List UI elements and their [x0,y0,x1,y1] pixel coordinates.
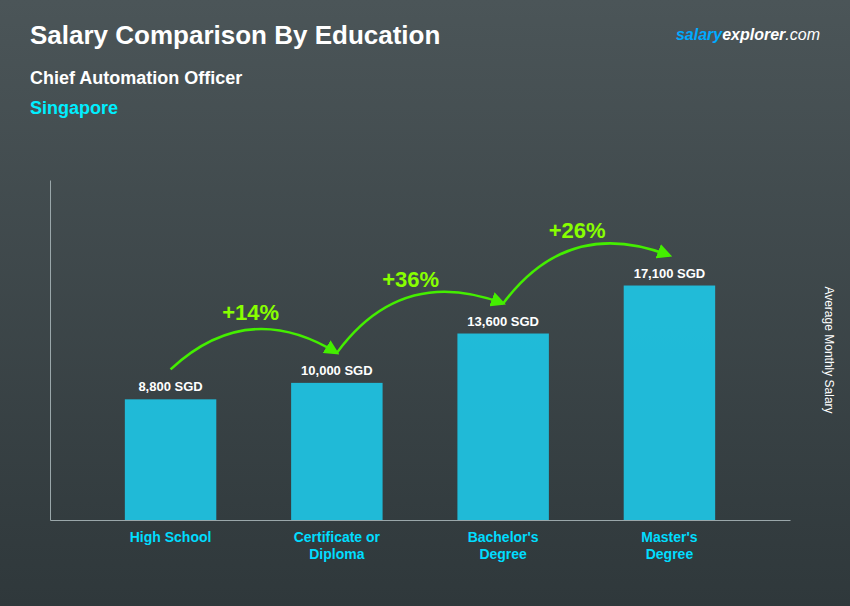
x-tick: Bachelor'sDegree [468,520,539,562]
x-tick: Certificate orDiploma [294,520,381,562]
bar [291,383,382,520]
x-tick: Master'sDegree [641,520,697,562]
value-label: 13,600 SGD [467,314,539,329]
value-label: 10,000 SGD [301,363,373,378]
annotation: +26% [549,218,606,243]
x-tick-label-line: Degree [646,546,694,562]
y-axis-label: Average Monthly Salary [822,286,836,413]
subtitle: Chief Automation Officer [30,68,242,88]
x-tick-label: Bachelor'sDegree [468,529,539,562]
plot: High School Certificate orDiploma Bachelor… [51,181,791,562]
value-label: 8,800 SGD [138,379,202,394]
x-tick-label-line: Certificate or [294,529,381,545]
chart: Salary Comparison By Education Chief Auto… [0,0,850,606]
arrow [503,243,669,303]
brand-part: .com [785,26,820,43]
y-axis-line [50,181,51,521]
x-tick-label: Master'sDegree [641,529,697,562]
x-tick-label-line: Master's [641,529,697,545]
x-tick-label-line: Diploma [309,546,364,562]
brand: salaryexplorer.com [676,26,820,43]
x-axis-line [51,520,791,521]
bar [624,286,715,520]
location: Singapore [30,98,118,118]
bar [457,334,548,520]
x-tick: High School [130,520,212,545]
annotation: +36% [382,267,439,292]
x-tick-label: Certificate orDiploma [294,529,381,562]
y-axis [50,181,51,521]
annotation: +14% [222,300,279,325]
x-tick-label: High School [130,529,212,545]
brand-part: explorer [722,26,786,43]
bar [125,399,216,520]
x-tick-label-line: Bachelor's [468,529,539,545]
value-label: 17,100 SGD [634,266,706,281]
arrow [337,292,503,353]
title: Salary Comparison By Education [30,20,440,50]
arrow [171,329,337,369]
x-axis: High School Certificate orDiploma Bachelor… [51,520,791,562]
bars [125,286,715,520]
brand-part: salary [676,26,723,43]
background [0,0,850,606]
x-tick-label-line: High School [130,529,212,545]
x-tick-label-line: Degree [479,546,527,562]
